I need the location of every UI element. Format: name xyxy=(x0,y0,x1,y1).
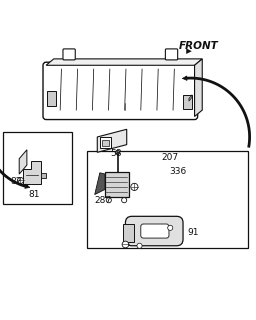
Polygon shape xyxy=(195,59,202,116)
Polygon shape xyxy=(97,129,127,152)
Text: 287: 287 xyxy=(95,196,112,205)
FancyBboxPatch shape xyxy=(165,49,178,60)
Bar xyxy=(105,172,129,197)
Bar xyxy=(123,224,134,242)
Circle shape xyxy=(131,183,138,190)
Bar xyxy=(3,132,72,204)
Circle shape xyxy=(17,177,24,184)
Circle shape xyxy=(106,198,111,203)
Text: 81: 81 xyxy=(28,190,40,199)
Bar xyxy=(183,95,192,109)
Text: 336: 336 xyxy=(169,167,186,176)
Polygon shape xyxy=(19,150,27,174)
Polygon shape xyxy=(95,173,105,195)
Bar xyxy=(41,173,46,178)
Polygon shape xyxy=(23,161,41,184)
FancyBboxPatch shape xyxy=(43,62,198,120)
FancyBboxPatch shape xyxy=(125,216,183,246)
Circle shape xyxy=(137,243,142,248)
Text: 207: 207 xyxy=(161,153,178,162)
Polygon shape xyxy=(46,59,202,65)
Circle shape xyxy=(168,225,173,230)
Bar xyxy=(47,91,56,106)
FancyBboxPatch shape xyxy=(63,49,75,60)
Text: 91: 91 xyxy=(187,228,198,237)
Bar xyxy=(102,140,109,146)
Text: FRONT: FRONT xyxy=(179,41,219,51)
Bar xyxy=(87,151,248,248)
FancyBboxPatch shape xyxy=(141,224,169,238)
Text: 82: 82 xyxy=(10,177,22,186)
Circle shape xyxy=(122,198,127,203)
Bar xyxy=(100,137,111,148)
Text: 58: 58 xyxy=(110,149,122,158)
Circle shape xyxy=(116,150,120,154)
Polygon shape xyxy=(189,95,192,101)
Circle shape xyxy=(122,241,129,248)
